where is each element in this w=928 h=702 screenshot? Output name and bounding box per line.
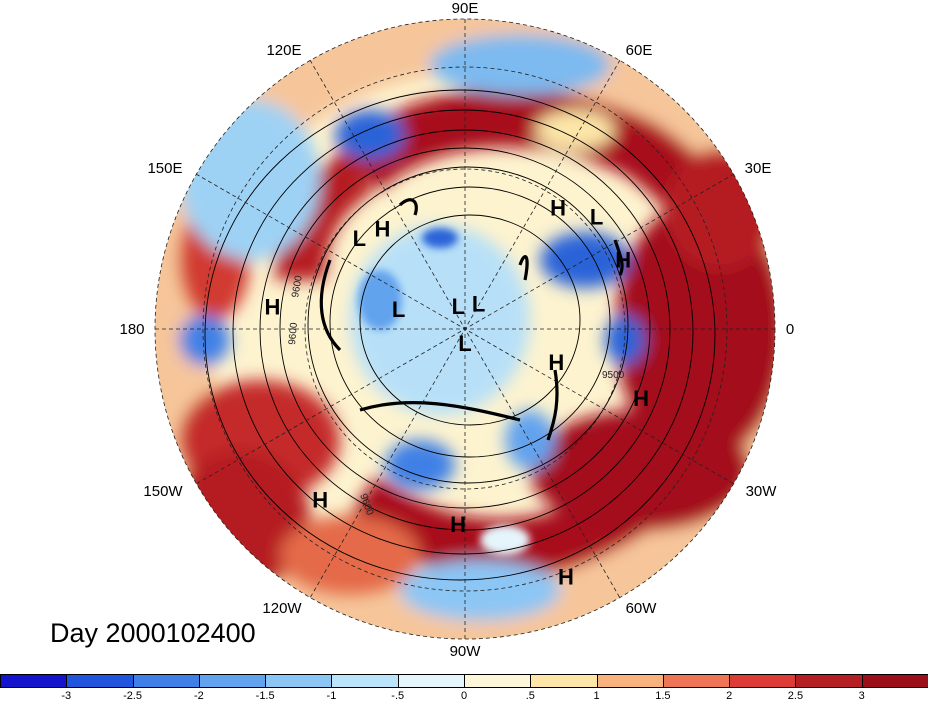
colorbar-segment [397,674,465,688]
high-pressure-marker: H [264,295,280,320]
high-pressure-marker: H [633,386,649,411]
low-pressure-marker: L [590,204,603,229]
lon-label-180: 180 [119,321,144,338]
lon-label-90w: 90W [450,643,482,660]
lon-label-30w: 30W [746,483,778,500]
low-pressure-marker: L [452,294,465,319]
colorbar-segment [729,674,797,688]
colorbar-tick-label: -1.5 [255,690,275,702]
lon-label-60w: 60W [626,600,658,617]
colorbar-tick-label: -.5 [391,690,405,702]
high-pressure-marker: H [375,216,391,241]
graticule [154,18,776,640]
colorbar-tick-label: .5 [525,690,535,702]
lon-label-90e: 90E [452,0,479,17]
colorbar-tick-label: -1 [326,690,337,702]
high-pressure-marker: H [550,196,566,221]
colorbar-tick-label: -3 [61,690,72,702]
high-pressure-marker: H [312,487,328,512]
colorbar-segment [132,674,200,688]
contour-label: 9600 [290,274,305,298]
colorbar-tick-label: 0 [460,690,468,702]
high-pressure-marker: H [558,565,574,590]
colorbar-segment [198,674,267,688]
colorbar [0,674,928,690]
lon-label-150e: 150E [147,160,182,177]
low-pressure-marker: L [353,226,366,251]
low-pressure-marker: L [472,291,485,316]
colorbar-segment [66,674,134,688]
colorbar-segment [331,674,399,688]
colorbar-tick-label: -2 [193,690,204,702]
lon-label-30e: 30E [745,160,772,177]
lon-label-0: 0 [786,321,794,338]
colorbar-segment [0,674,68,688]
colorbar-segment [861,674,928,688]
colorbar-tick-label: 1 [593,690,600,702]
high-pressure-marker: H [548,350,564,375]
anomaly-field [155,19,775,639]
colorbar-tick-label: 2 [726,690,733,702]
colorbar-segment [662,674,731,688]
colorbar-tick-label: -2.5 [123,690,143,702]
contour-label: 9500 [602,370,625,381]
lon-label-150w: 150W [143,483,183,500]
day-label: Day 2000102400 [50,618,256,648]
colorbar-segment [596,674,664,688]
colorbar-tick-label: 3 [858,690,865,702]
lon-label-120w: 120W [262,600,302,617]
colorbar-segment [530,674,598,688]
colorbar-segment [464,674,532,688]
lon-label-60e: 60E [626,42,653,59]
high-pressure-marker: H [450,512,466,537]
low-pressure-marker: L [458,331,471,356]
colorbar-tick-label: 1.5 [655,690,671,702]
contour-label: 9600 [287,322,300,346]
lon-label-120e: 120E [266,42,301,59]
high-pressure-marker: H [615,248,631,273]
colorbar-segment [795,674,863,688]
low-pressure-marker: L [392,297,405,322]
colorbar-tick-label: 2.5 [787,690,804,702]
colorbar-segment [265,674,333,688]
